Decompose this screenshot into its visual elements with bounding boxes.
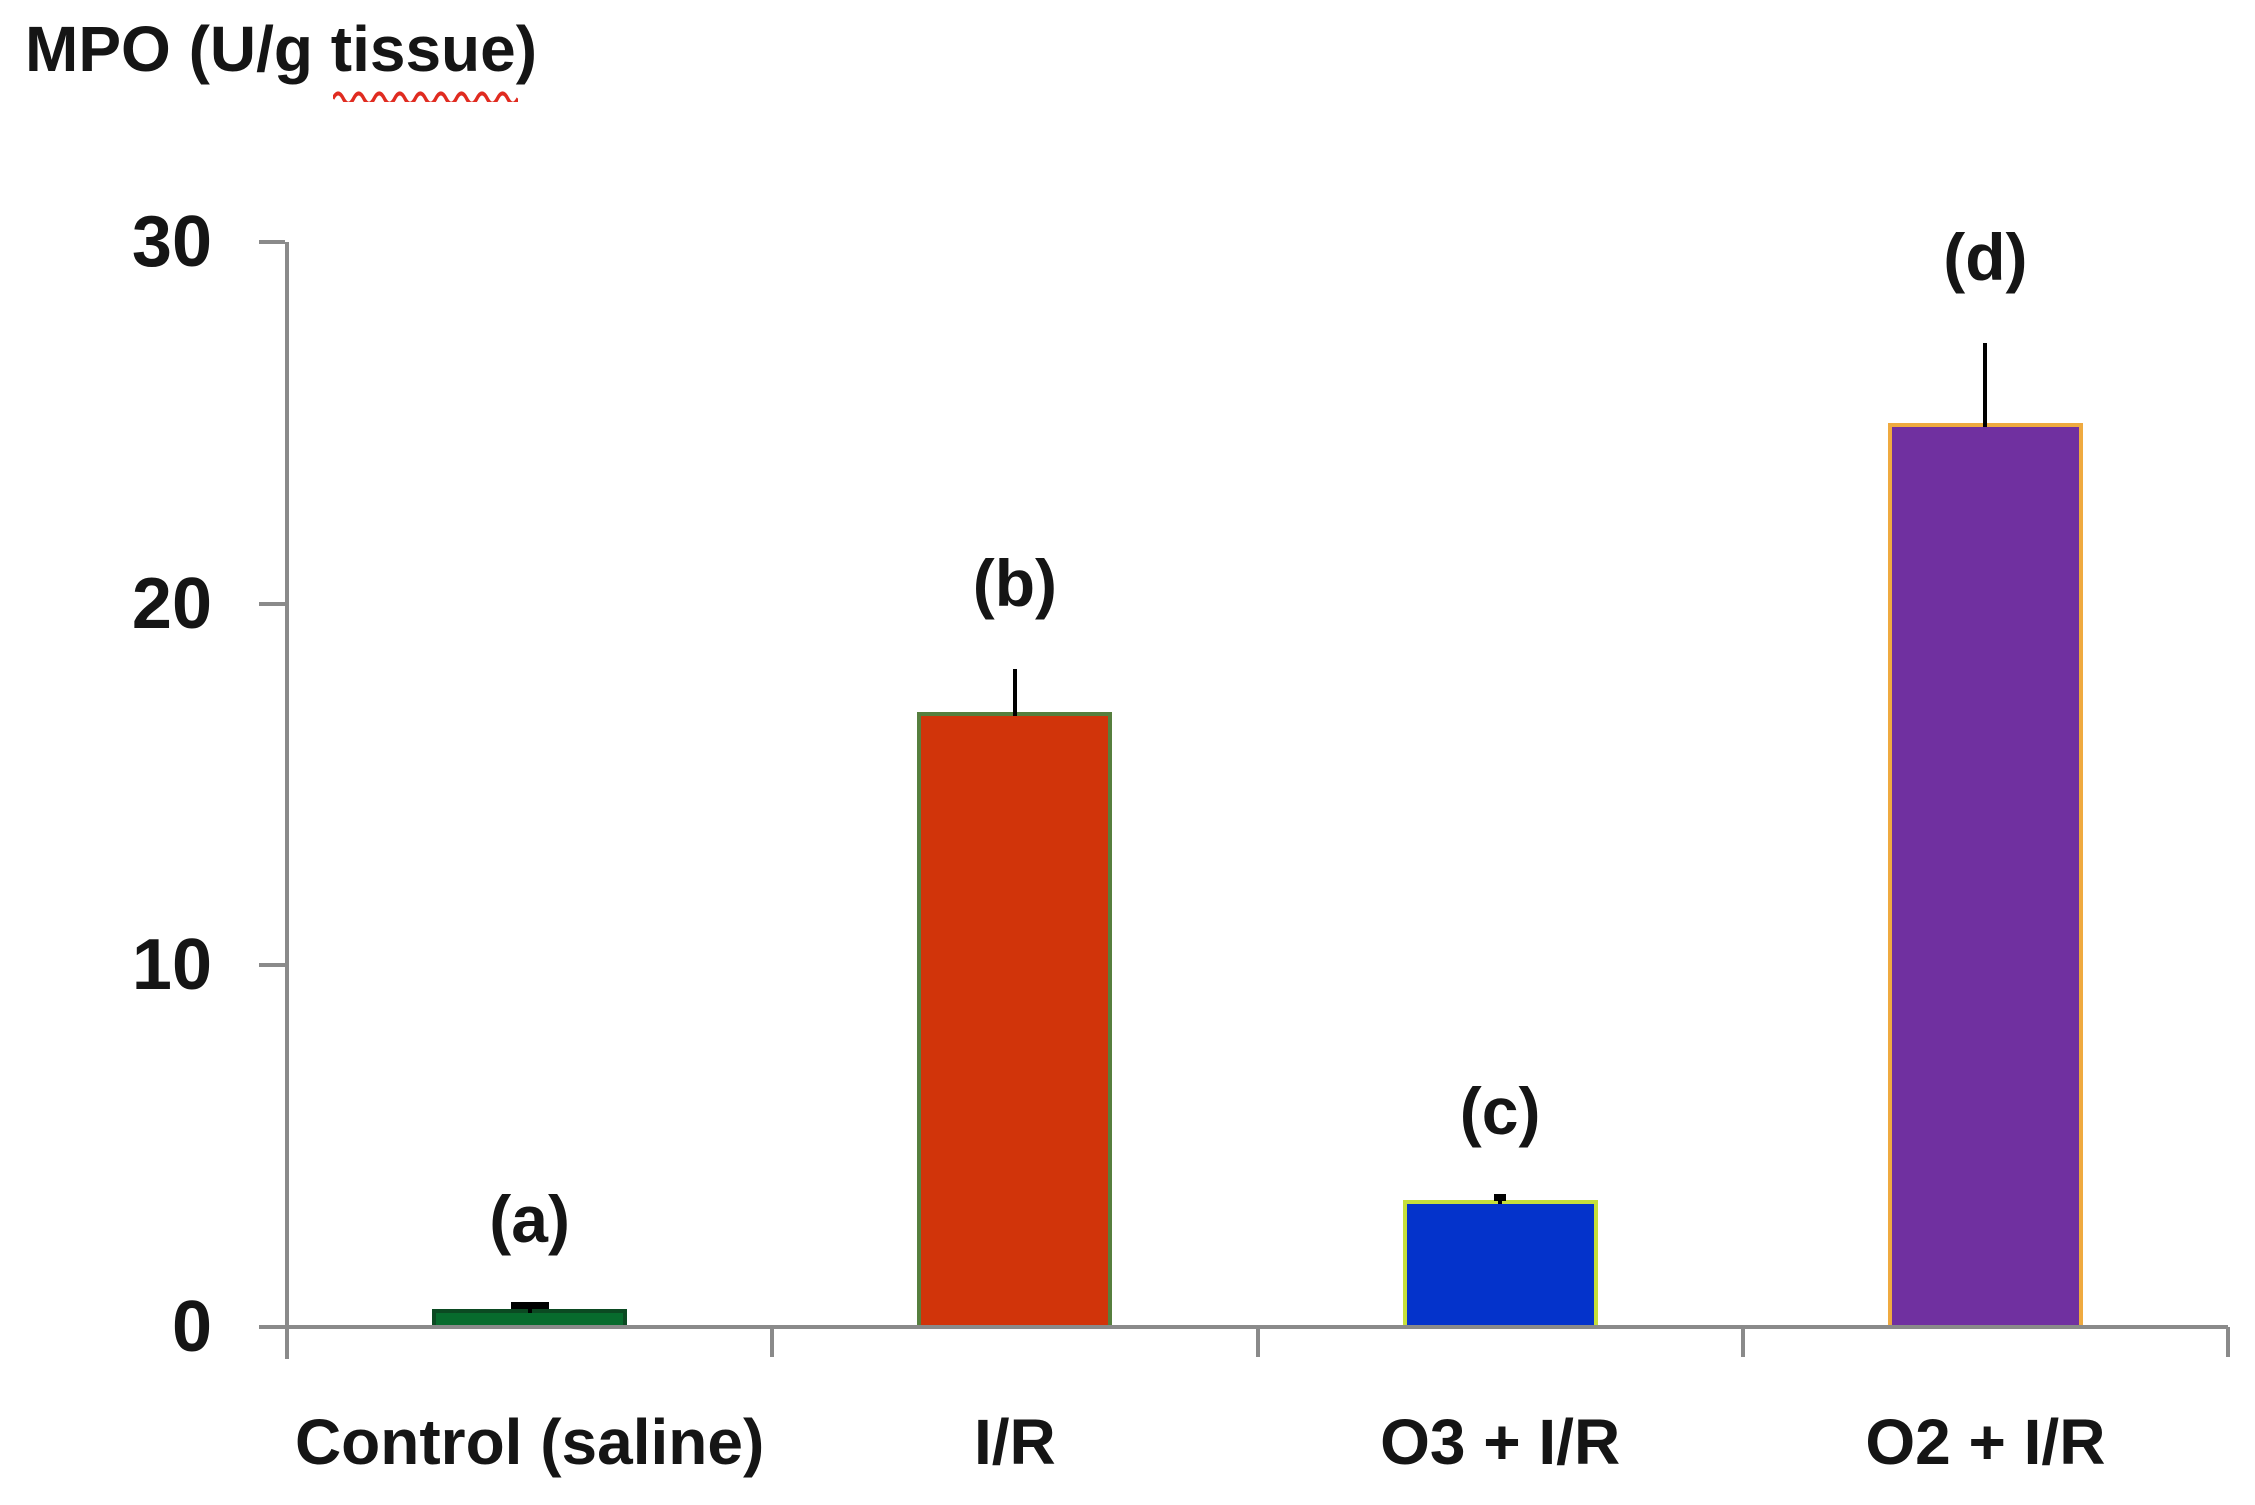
x-tick-mark: [770, 1327, 775, 1357]
bar-i-r: [917, 712, 1113, 1329]
chart-title-suffix: ): [515, 13, 538, 85]
y-tick-mark: [259, 963, 285, 968]
bar-annotation-b: (b): [972, 545, 1058, 620]
x-category-label-o3-i-r: O3 + I/R: [1380, 1406, 1621, 1478]
y-axis-line: [285, 242, 289, 1359]
x-tick-mark: [1255, 1327, 1260, 1357]
y-tick-mark: [259, 601, 285, 606]
bar-annotation-a: (a): [489, 1182, 570, 1257]
y-tick-label: 10: [131, 925, 212, 1006]
chart-title-misspelled-word: tissue: [331, 12, 518, 102]
x-category-label-control-saline: Control (saline): [294, 1406, 765, 1478]
y-tick-mark: [259, 1325, 285, 1329]
y-tick-label: 0: [171, 1287, 212, 1367]
x-tick-mark: [2226, 1327, 2230, 1357]
y-tick-label: 30: [131, 202, 212, 282]
error-bar-cap: [510, 1302, 549, 1310]
x-category-label-o2-i-r: O2 + I/R: [1865, 1406, 2106, 1478]
chart-title: MPO (U/g tissue): [25, 12, 538, 102]
y-tick-mark: [259, 240, 285, 244]
x-tick-mark: [1740, 1327, 1745, 1357]
bar-annotation-d: (d): [1943, 220, 2028, 295]
error-bar: [1983, 343, 1988, 427]
chart-title-prefix: MPO (U/g: [25, 13, 331, 85]
bar-o2-i-r: [1887, 422, 2083, 1329]
y-tick-label: 20: [131, 563, 212, 644]
error-bar: [1012, 668, 1017, 717]
x-category-label-i-r: I/R: [973, 1406, 1056, 1478]
bar-o3-i-r: [1402, 1200, 1598, 1329]
spellcheck-squiggle-underline: [332, 91, 518, 102]
bar-annotation-c: (c): [1459, 1073, 1541, 1148]
error-bar-cap: [1494, 1193, 1507, 1201]
